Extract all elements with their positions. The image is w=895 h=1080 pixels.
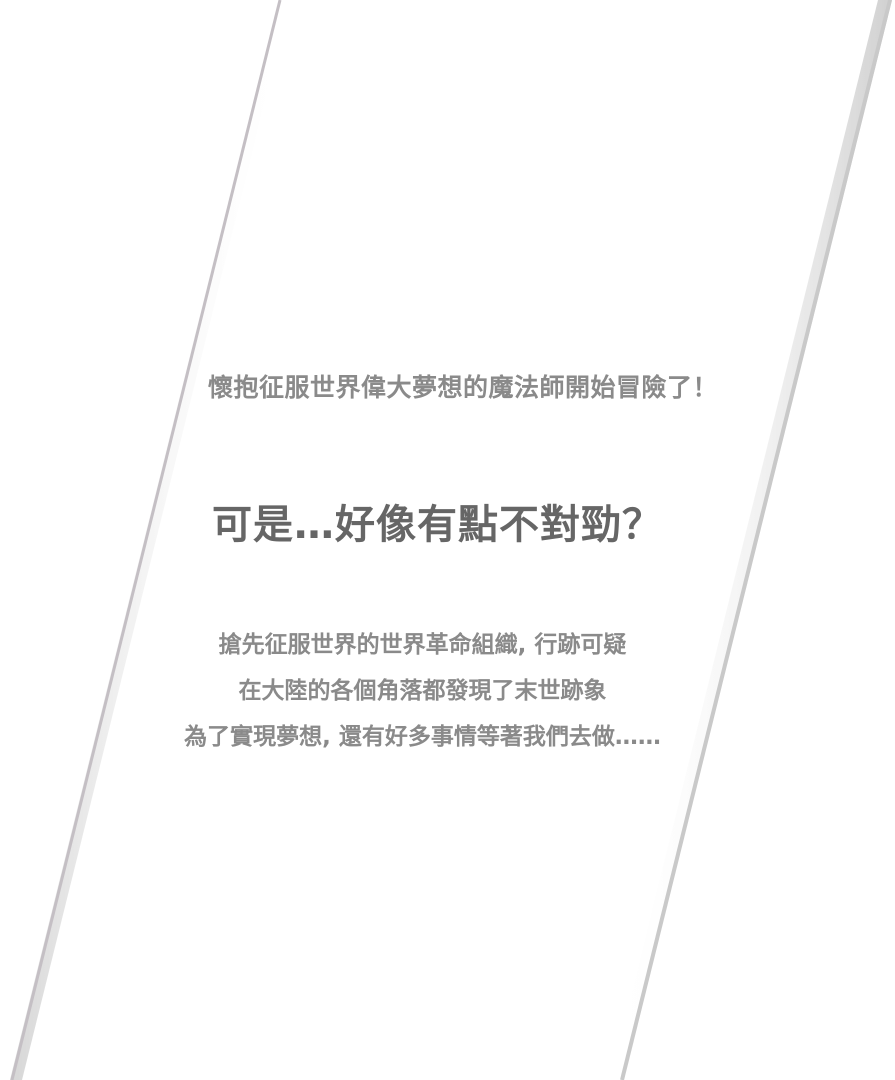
story-paragraph: 搶先征服世界的世界革命組織, 行跡可疑 在大陸的各個角落都發現了末世跡象 為了實… [0, 622, 845, 760]
headline-text: 可是…好像有點不對勁？ [212, 492, 663, 550]
tagline-text: 懷抱征服世界偉大夢想的魔法師開始冒險了！ [208, 368, 718, 404]
story-line: 為了實現夢想, 還有好多事情等著我們去做…… [0, 714, 845, 760]
story-line: 在大陸的各個角落都發現了末世跡象 [0, 668, 845, 714]
story-line: 搶先征服世界的世界革命組織, 行跡可疑 [0, 622, 845, 668]
